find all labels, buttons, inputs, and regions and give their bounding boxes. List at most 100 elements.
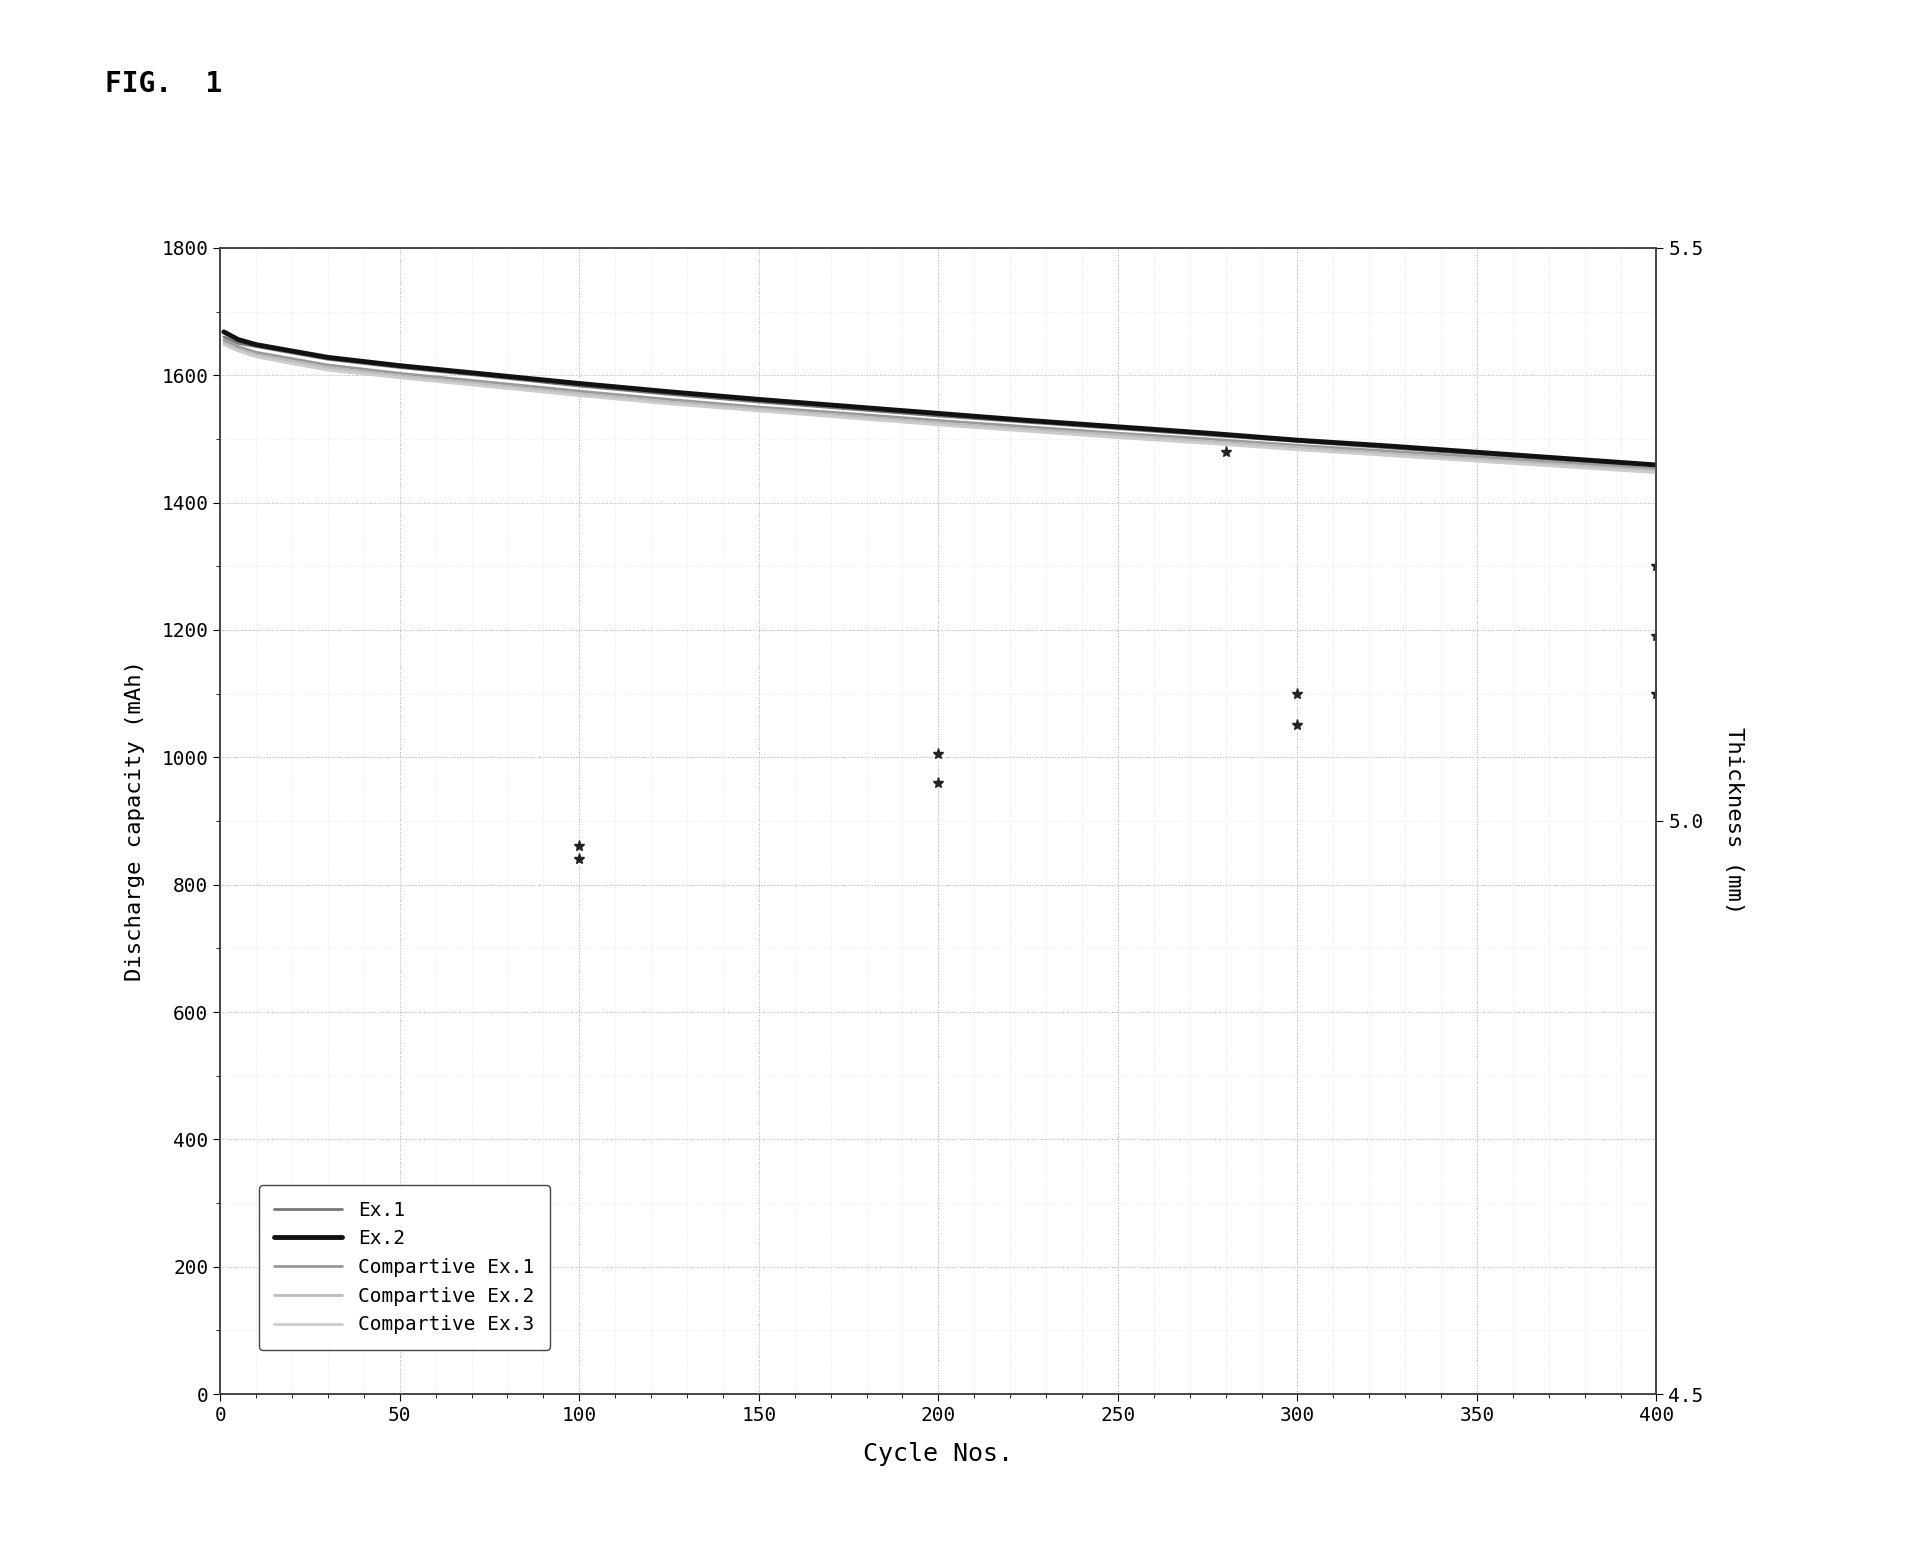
Compartive Ex.2 — [226, 339, 249, 358]
Compartive Ex.1 — [478, 373, 501, 392]
Ex.1 — [1016, 414, 1039, 432]
Compartive Ex.1 — [389, 364, 412, 383]
Ex.2 — [1644, 455, 1667, 474]
Ex.2 — [212, 322, 235, 341]
Compartive Ex.1 — [836, 404, 859, 423]
Compartive Ex.2 — [281, 352, 304, 370]
Ex.2 — [245, 335, 268, 353]
Compartive Ex.2 — [478, 375, 501, 393]
Compartive Ex.2 — [926, 414, 949, 432]
Compartive Ex.1 — [1284, 435, 1307, 454]
Compartive Ex.2 — [746, 400, 769, 418]
Y-axis label: Discharge capacity (mAh): Discharge capacity (mAh) — [124, 660, 145, 982]
Compartive Ex.1 — [1374, 441, 1397, 460]
Compartive Ex.3 — [1016, 421, 1039, 440]
Ex.2 — [316, 349, 339, 367]
Text: FIG.  1: FIG. 1 — [105, 70, 222, 98]
Compartive Ex.3 — [1374, 446, 1397, 465]
Compartive Ex.1 — [212, 331, 235, 350]
Ex.2 — [746, 390, 769, 409]
Line: Ex.1: Ex.1 — [224, 338, 1656, 466]
Compartive Ex.3 — [281, 355, 304, 373]
Ex.1 — [389, 358, 412, 376]
Ex.1 — [226, 335, 249, 353]
Ex.1 — [1284, 432, 1307, 451]
Ex.1 — [926, 407, 949, 426]
Ex.2 — [836, 397, 859, 415]
Compartive Ex.2 — [245, 345, 268, 364]
Compartive Ex.1 — [1464, 448, 1487, 466]
Ex.2 — [389, 356, 412, 375]
Ex.2 — [1374, 437, 1397, 455]
Compartive Ex.2 — [1284, 438, 1307, 457]
Compartive Ex.3 — [1554, 457, 1577, 476]
Compartive Ex.1 — [316, 356, 339, 375]
Compartive Ex.1 — [281, 350, 304, 369]
Compartive Ex.3 — [657, 395, 679, 414]
Compartive Ex.1 — [1106, 424, 1129, 443]
Ex.1 — [1644, 457, 1667, 476]
Compartive Ex.2 — [389, 367, 412, 386]
Ex.2 — [281, 342, 304, 361]
X-axis label: Cycle Nos.: Cycle Nos. — [863, 1442, 1013, 1465]
Compartive Ex.1 — [746, 398, 769, 417]
Compartive Ex.2 — [316, 358, 339, 376]
Compartive Ex.2 — [1554, 455, 1577, 474]
Compartive Ex.1 — [567, 383, 590, 401]
Ex.2 — [567, 375, 590, 393]
Compartive Ex.3 — [836, 409, 859, 428]
Compartive Ex.3 — [245, 347, 268, 366]
Ex.2 — [1284, 431, 1307, 449]
Ex.1 — [1106, 420, 1129, 438]
Ex.1 — [212, 328, 235, 347]
Ex.2 — [478, 366, 501, 384]
Compartive Ex.2 — [657, 392, 679, 410]
Ex.2 — [657, 383, 679, 401]
Ex.1 — [567, 376, 590, 395]
Ex.2 — [1016, 410, 1039, 429]
Compartive Ex.3 — [1464, 452, 1487, 471]
Ex.1 — [836, 400, 859, 418]
Compartive Ex.3 — [226, 342, 249, 361]
Compartive Ex.2 — [1464, 449, 1487, 468]
Compartive Ex.3 — [1284, 440, 1307, 459]
Compartive Ex.2 — [1106, 426, 1129, 445]
Ex.1 — [746, 392, 769, 410]
Compartive Ex.3 — [746, 401, 769, 420]
Legend: Ex.1, Ex.2, Compartive Ex.1, Compartive Ex.2, Compartive Ex.3: Ex.1, Ex.2, Compartive Ex.1, Compartive … — [258, 1185, 549, 1351]
Line: Compartive Ex.2: Compartive Ex.2 — [224, 342, 1656, 471]
Line: Ex.2: Ex.2 — [224, 331, 1656, 465]
Compartive Ex.1 — [1554, 454, 1577, 472]
Compartive Ex.1 — [1016, 418, 1039, 437]
Ex.1 — [478, 367, 501, 386]
Compartive Ex.1 — [1196, 429, 1219, 448]
Ex.1 — [245, 338, 268, 356]
Compartive Ex.3 — [1196, 434, 1219, 452]
Compartive Ex.3 — [212, 335, 235, 353]
Compartive Ex.3 — [567, 386, 590, 404]
Compartive Ex.1 — [1644, 460, 1667, 479]
Compartive Ex.1 — [245, 342, 268, 361]
Compartive Ex.2 — [567, 384, 590, 403]
Compartive Ex.2 — [1016, 420, 1039, 438]
Compartive Ex.2 — [836, 407, 859, 426]
Compartive Ex.3 — [1644, 463, 1667, 482]
Ex.1 — [1196, 426, 1219, 445]
Ex.1 — [1554, 451, 1577, 469]
Line: Compartive Ex.1: Compartive Ex.1 — [224, 341, 1656, 469]
Ex.2 — [926, 404, 949, 423]
Compartive Ex.3 — [1106, 429, 1129, 448]
Ex.2 — [1196, 424, 1219, 443]
Compartive Ex.3 — [478, 378, 501, 397]
Ex.1 — [657, 386, 679, 404]
Ex.2 — [226, 330, 249, 349]
Ex.1 — [1374, 438, 1397, 457]
Compartive Ex.2 — [1374, 445, 1397, 463]
Line: Compartive Ex.3: Compartive Ex.3 — [224, 344, 1656, 472]
Compartive Ex.3 — [316, 361, 339, 380]
Y-axis label: Thickness (mm): Thickness (mm) — [1723, 728, 1744, 914]
Compartive Ex.2 — [1196, 432, 1219, 451]
Ex.1 — [316, 350, 339, 369]
Ex.2 — [1464, 443, 1487, 462]
Ex.1 — [281, 344, 304, 362]
